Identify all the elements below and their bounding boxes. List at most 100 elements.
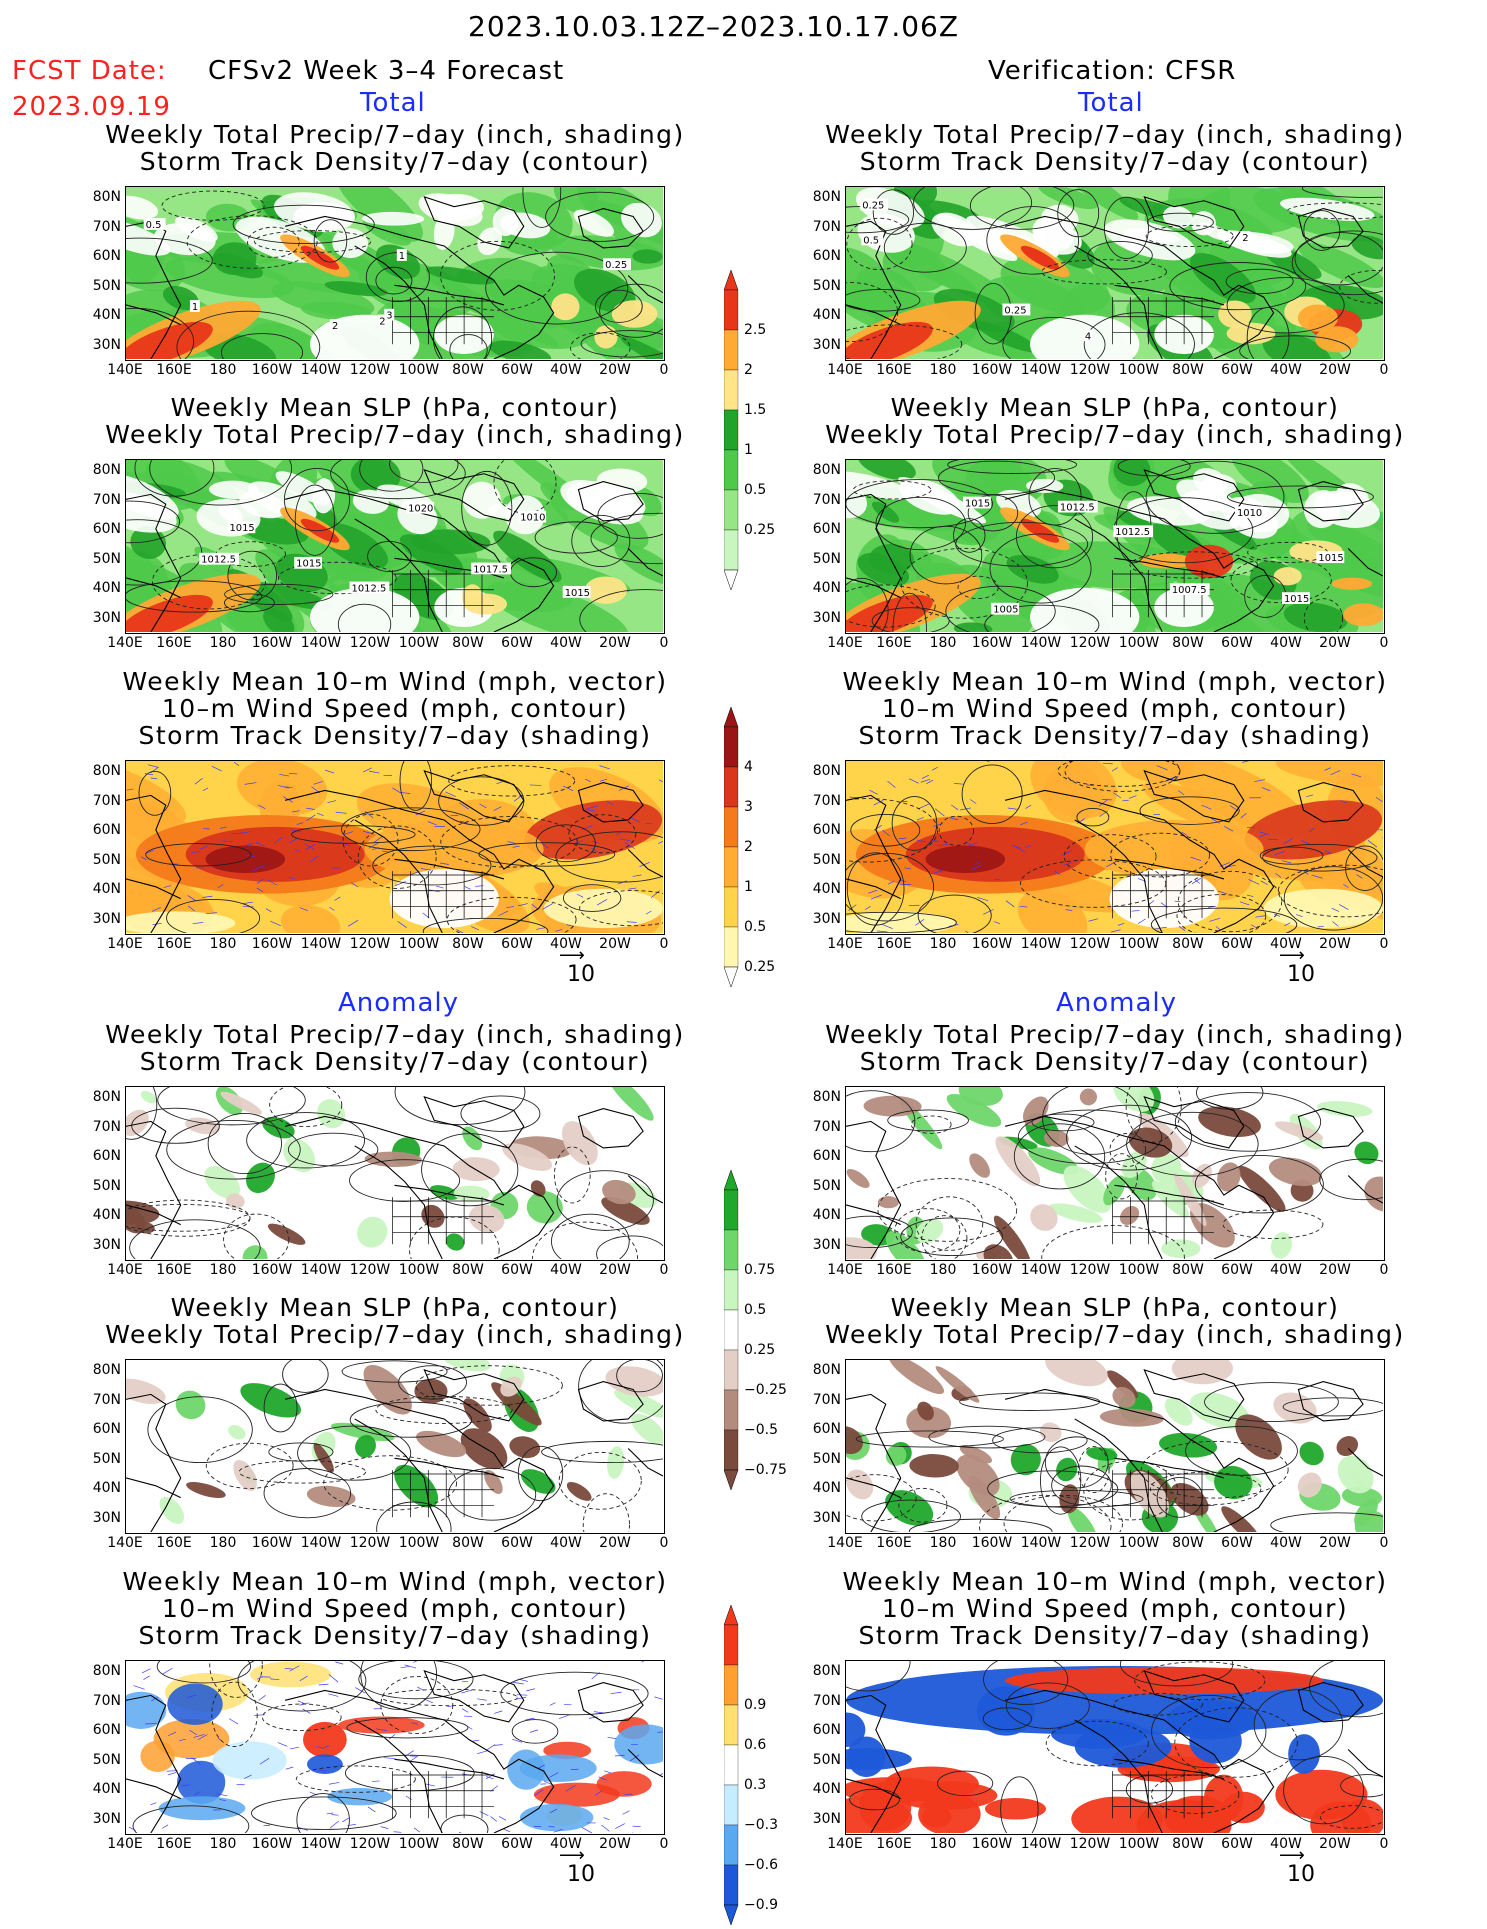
lon-tick: 180: [198, 362, 248, 378]
lon-tick: 80W: [443, 1535, 493, 1551]
lon-tick: 80W: [1163, 1836, 1213, 1852]
lon-tick: 160E: [149, 1836, 199, 1852]
lon-tick: 120W: [1065, 1535, 1115, 1551]
precip-anom-colorbar-label: 0.5: [744, 1302, 766, 1318]
fc-precip-storm-title-1: Weekly Total Precip/7–day (inch, shading…: [85, 122, 705, 148]
lon-tick: 160E: [149, 1535, 199, 1551]
lon-tick: 0: [1359, 1535, 1409, 1551]
lat-tick: 70N: [801, 1119, 841, 1135]
storm-anom-colorbar-label: 0.3: [744, 1777, 766, 1793]
fc-anom-slp-precip-title-1: Weekly Mean SLP (hPa, contour): [85, 1295, 705, 1321]
fc-wind-storm-title-3: Storm Track Density/7–day (shading): [85, 723, 705, 749]
lon-tick: 0: [1359, 1262, 1409, 1278]
fc-anom-wind-storm-map: [125, 1660, 665, 1835]
lon-tick: 100W: [394, 936, 444, 952]
lon-tick: 120W: [345, 936, 395, 952]
vf-anom-slp-precip-map: [845, 1359, 1385, 1534]
lat-tick: 60N: [81, 1722, 121, 1738]
lon-tick: 40W: [541, 1262, 591, 1278]
lon-tick: 140W: [1016, 1836, 1066, 1852]
svg-text:1007.5: 1007.5: [1172, 585, 1207, 596]
fc-anom-wind-storm-title-2: 10–m Wind Speed (mph, contour): [85, 1596, 705, 1622]
lon-tick: 180: [198, 635, 248, 651]
vf-anom-precip-storm-title-1: Weekly Total Precip/7–day (inch, shading…: [805, 1022, 1425, 1048]
storm-anom-colorbar-label: −0.3: [744, 1817, 778, 1833]
lat-tick: 50N: [81, 551, 121, 567]
lon-tick: 100W: [1114, 1836, 1164, 1852]
lon-tick: 20W: [1310, 1836, 1360, 1852]
lon-tick: 40W: [541, 362, 591, 378]
precip-total-colorbar-label: 0.25: [744, 522, 775, 538]
lat-tick: 80N: [81, 1089, 121, 1105]
lat-tick: 30N: [81, 337, 121, 353]
lon-tick: 160W: [967, 1836, 1017, 1852]
lon-tick: 180: [918, 635, 968, 651]
svg-text:0.25: 0.25: [605, 260, 627, 271]
lon-tick: 160W: [967, 1262, 1017, 1278]
vector-arrow-icon: ⟶: [1279, 1850, 1315, 1862]
lat-tick: 50N: [801, 1752, 841, 1768]
lon-tick: 0: [1359, 936, 1409, 952]
lon-tick: 0: [639, 1262, 689, 1278]
lon-tick: 180: [918, 1535, 968, 1551]
vf-wind-storm-title-2: 10–m Wind Speed (mph, contour): [805, 696, 1425, 722]
storm-anom-colorbar-label: −0.9: [744, 1897, 778, 1913]
lon-tick: 140E: [100, 1836, 150, 1852]
lon-tick: 80W: [1163, 362, 1213, 378]
lat-tick: 60N: [81, 822, 121, 838]
lon-tick: 80W: [443, 635, 493, 651]
verification-heading: Verification: CFSR: [988, 56, 1236, 86]
lon-tick: 40W: [1261, 362, 1311, 378]
precip-anom-colorbar-label: −0.5: [744, 1422, 778, 1438]
lon-tick: 140W: [296, 635, 346, 651]
lat-tick: 80N: [81, 462, 121, 478]
lat-tick: 50N: [81, 1451, 121, 1467]
lon-tick: 60W: [492, 635, 542, 651]
lon-tick: 120W: [1065, 936, 1115, 952]
lon-tick: 160E: [869, 1836, 919, 1852]
lon-tick: 160W: [247, 635, 297, 651]
lon-tick: 100W: [1114, 635, 1164, 651]
storm-anom-colorbar-label: −0.6: [744, 1857, 778, 1873]
lon-tick: 160E: [149, 635, 199, 651]
lon-tick: 140W: [296, 1262, 346, 1278]
lon-tick: 140W: [1016, 1535, 1066, 1551]
lat-tick: 60N: [801, 1148, 841, 1164]
lat-tick: 50N: [801, 1178, 841, 1194]
lon-tick: 180: [198, 1535, 248, 1551]
lon-tick: 60W: [1212, 635, 1262, 651]
lon-tick: 120W: [345, 1836, 395, 1852]
lat-tick: 80N: [801, 763, 841, 779]
lon-tick: 120W: [1065, 1262, 1115, 1278]
svg-text:1010: 1010: [520, 513, 545, 524]
svg-text:1010: 1010: [1237, 508, 1262, 519]
lat-tick: 30N: [801, 337, 841, 353]
lon-tick: 160E: [869, 1262, 919, 1278]
fc-wind-storm-title-1: Weekly Mean 10–m Wind (mph, vector): [85, 669, 705, 695]
svg-text:1015: 1015: [965, 499, 990, 510]
lon-tick: 40W: [541, 1535, 591, 1551]
lon-tick: 140E: [820, 362, 870, 378]
svg-text:2: 2: [379, 316, 385, 327]
lon-tick: 180: [918, 936, 968, 952]
lon-tick: 120W: [345, 362, 395, 378]
svg-text:1: 1: [192, 302, 198, 313]
lon-tick: 80W: [1163, 936, 1213, 952]
forecast-heading: CFSv2 Week 3–4 Forecast: [208, 56, 564, 86]
lon-tick: 140W: [1016, 362, 1066, 378]
lon-tick: 40W: [1261, 635, 1311, 651]
svg-text:1015: 1015: [565, 588, 590, 599]
vf-anom-wind-storm-title-2: 10–m Wind Speed (mph, contour): [805, 1596, 1425, 1622]
svg-text:1012.5: 1012.5: [1060, 503, 1095, 514]
lat-tick: 70N: [801, 1392, 841, 1408]
vf-precip-storm-title-1: Weekly Total Precip/7–day (inch, shading…: [805, 122, 1425, 148]
lon-tick: 100W: [1114, 936, 1164, 952]
lon-tick: 160W: [247, 1535, 297, 1551]
storm-total-colorbar-label: 2: [744, 839, 753, 855]
lat-tick: 70N: [81, 492, 121, 508]
svg-text:4: 4: [1085, 331, 1091, 342]
lat-tick: 80N: [81, 189, 121, 205]
precip-anom-colorbar-label: 0.75: [744, 1262, 775, 1278]
lon-tick: 80W: [443, 936, 493, 952]
